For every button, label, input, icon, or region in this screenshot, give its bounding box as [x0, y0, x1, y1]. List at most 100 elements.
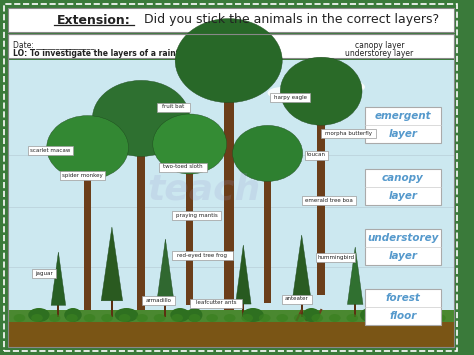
- Text: floor: floor: [389, 311, 417, 321]
- Bar: [365, 169, 441, 205]
- Text: canopy: canopy: [382, 173, 424, 182]
- Bar: [172, 251, 233, 260]
- Ellipse shape: [64, 308, 82, 322]
- Polygon shape: [236, 245, 251, 304]
- Text: morpha butterfly: morpha butterfly: [325, 131, 372, 136]
- Bar: [111, 299, 113, 317]
- Bar: [8, 8, 454, 32]
- Text: armadillo: armadillo: [146, 297, 172, 302]
- Polygon shape: [157, 239, 174, 303]
- Polygon shape: [51, 252, 66, 305]
- Ellipse shape: [14, 314, 25, 322]
- Bar: [354, 303, 356, 317]
- Bar: [321, 129, 376, 137]
- Bar: [164, 301, 166, 317]
- Text: hummingbird: hummingbird: [317, 255, 354, 260]
- Text: layer: layer: [388, 129, 418, 140]
- Text: red-eyed tree frog: red-eyed tree frog: [177, 252, 228, 257]
- Ellipse shape: [285, 81, 338, 99]
- Ellipse shape: [294, 314, 306, 322]
- Bar: [271, 93, 310, 102]
- Ellipse shape: [280, 57, 362, 125]
- Text: layer: layer: [388, 191, 418, 201]
- Bar: [8, 319, 454, 347]
- Ellipse shape: [115, 308, 138, 322]
- Text: emergent: emergent: [374, 111, 431, 121]
- Ellipse shape: [360, 308, 380, 322]
- Ellipse shape: [233, 125, 303, 181]
- Ellipse shape: [170, 308, 190, 322]
- Polygon shape: [292, 235, 311, 302]
- Text: teach: teach: [148, 173, 261, 207]
- Ellipse shape: [175, 18, 282, 103]
- Ellipse shape: [49, 314, 60, 322]
- Bar: [264, 173, 271, 303]
- Ellipse shape: [434, 314, 446, 322]
- Text: two-toed sloth: two-toed sloth: [163, 164, 203, 169]
- Bar: [186, 165, 193, 305]
- Bar: [8, 34, 454, 58]
- Bar: [301, 196, 356, 204]
- Bar: [282, 295, 312, 304]
- Bar: [301, 301, 303, 317]
- Bar: [317, 115, 325, 295]
- Text: anteater: anteater: [285, 296, 309, 301]
- Ellipse shape: [171, 314, 183, 322]
- Ellipse shape: [329, 314, 341, 322]
- Ellipse shape: [242, 308, 264, 322]
- Ellipse shape: [268, 87, 297, 99]
- Text: forest: forest: [385, 293, 420, 303]
- Ellipse shape: [153, 114, 227, 174]
- Bar: [190, 299, 242, 307]
- Ellipse shape: [276, 314, 288, 322]
- Ellipse shape: [364, 314, 376, 322]
- Text: scarlet macaw: scarlet macaw: [30, 147, 71, 153]
- Bar: [84, 170, 91, 310]
- Polygon shape: [101, 227, 123, 301]
- Ellipse shape: [47, 116, 128, 180]
- Text: canopy layer: canopy layer: [355, 40, 404, 49]
- Bar: [157, 103, 190, 111]
- Bar: [242, 302, 244, 317]
- Bar: [28, 146, 73, 154]
- Ellipse shape: [101, 314, 113, 322]
- Ellipse shape: [303, 308, 320, 322]
- Bar: [316, 252, 356, 262]
- Ellipse shape: [417, 314, 428, 322]
- Text: Date: _______________: Date: _______________: [13, 40, 94, 49]
- Bar: [224, 90, 234, 310]
- Bar: [365, 229, 441, 265]
- Text: understorey: understorey: [367, 233, 438, 242]
- Ellipse shape: [118, 314, 130, 322]
- Text: Extension:: Extension:: [56, 13, 130, 27]
- Ellipse shape: [311, 314, 323, 322]
- Polygon shape: [347, 247, 363, 304]
- Bar: [60, 170, 105, 180]
- Ellipse shape: [31, 314, 43, 322]
- Bar: [365, 289, 441, 325]
- Text: emergent layer: emergent layer: [219, 49, 278, 59]
- Text: praying mantis: praying mantis: [176, 213, 218, 218]
- Text: understorey layer: understorey layer: [346, 49, 414, 59]
- Ellipse shape: [224, 314, 236, 322]
- Text: jaguar: jaguar: [35, 271, 53, 275]
- Ellipse shape: [382, 314, 393, 322]
- Ellipse shape: [136, 314, 148, 322]
- Bar: [304, 151, 328, 159]
- Bar: [8, 310, 454, 322]
- Ellipse shape: [187, 308, 202, 322]
- Ellipse shape: [28, 308, 50, 322]
- Ellipse shape: [241, 314, 253, 322]
- Text: harpy eagle: harpy eagle: [273, 94, 307, 99]
- Text: layer: layer: [388, 251, 418, 261]
- Bar: [32, 268, 55, 278]
- Bar: [365, 107, 441, 143]
- Bar: [8, 60, 454, 347]
- Text: Did you stick the animals in the correct layers?: Did you stick the animals in the correct…: [145, 13, 439, 27]
- Text: LO: To investigate the layers of a rainforest.: LO: To investigate the layers of a rainf…: [13, 49, 204, 59]
- Bar: [57, 304, 59, 317]
- Text: toucan: toucan: [307, 153, 326, 158]
- Bar: [142, 295, 175, 305]
- Ellipse shape: [346, 314, 358, 322]
- Ellipse shape: [410, 308, 426, 322]
